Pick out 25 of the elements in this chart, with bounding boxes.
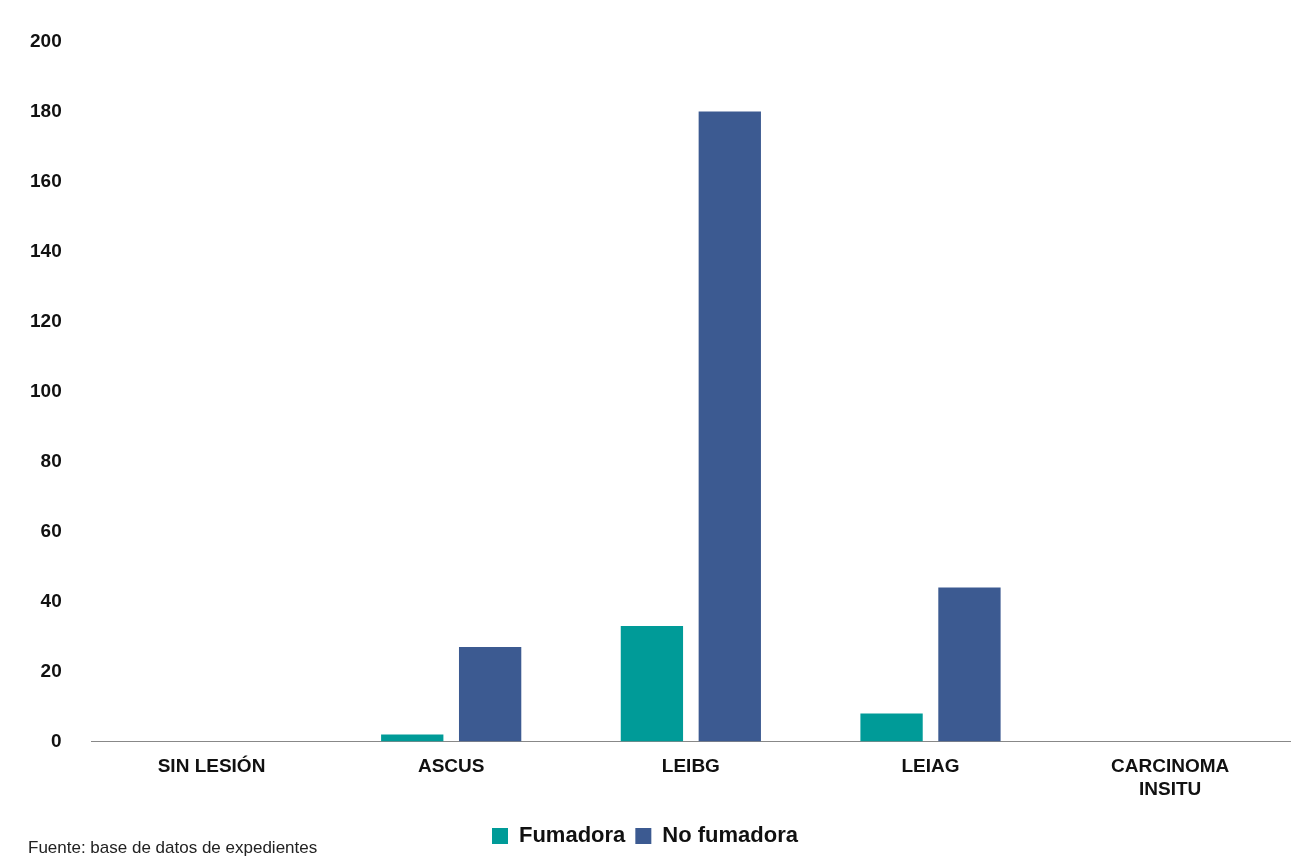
bar xyxy=(458,646,522,742)
y-tick-label: 40 xyxy=(40,589,62,611)
bar xyxy=(938,587,1001,742)
y-tick-label: 60 xyxy=(40,519,62,541)
bar xyxy=(860,713,923,742)
x-tick-label: LEIBG xyxy=(661,755,720,777)
legend-label: Fumadora xyxy=(518,822,627,848)
y-tick-label: 160 xyxy=(30,169,62,191)
y-tick-label: 180 xyxy=(30,99,62,121)
y-tick-label: 100 xyxy=(30,379,62,401)
y-tick-label: 0 xyxy=(51,729,62,751)
source-note: Fuente: base de datos de expedientes xyxy=(28,838,318,858)
x-tick-label: LEIAG xyxy=(901,755,960,777)
y-tick-label: 200 xyxy=(30,29,62,51)
x-tick-label: ASCUS xyxy=(417,755,485,777)
x-tick-label: CARCINOMA INSITU xyxy=(1111,755,1230,799)
y-tick-label: 80 xyxy=(40,449,62,471)
bar xyxy=(381,734,444,742)
bar xyxy=(698,111,761,742)
x-tick-label: SIN LESIÓN xyxy=(157,755,266,777)
y-tick-label: 20 xyxy=(40,659,62,681)
legend-label: No fumadora xyxy=(662,822,799,848)
y-tick-label: 120 xyxy=(30,309,62,331)
y-tick-label: 140 xyxy=(30,239,62,261)
bar xyxy=(620,625,684,742)
